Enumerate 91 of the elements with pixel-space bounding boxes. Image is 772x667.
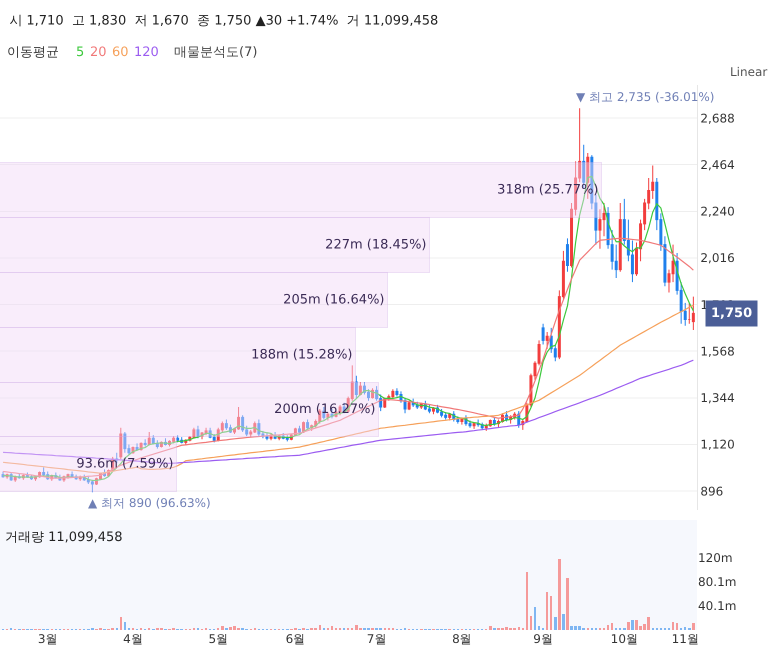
candlestick (542, 323, 545, 346)
bar (0, 217, 430, 273)
bar (355, 625, 358, 630)
x-tick-label: 9월 (533, 632, 553, 646)
bar (611, 623, 613, 630)
x-tick-label: 5월 (208, 632, 228, 646)
candlestick (391, 388, 394, 400)
bar (505, 627, 508, 630)
text: Linear (730, 65, 768, 79)
y-tick-label: 120m (698, 551, 733, 566)
text: 거래량 11,099,458 (5, 530, 123, 545)
bar (566, 578, 569, 630)
bar (558, 559, 561, 630)
bar (0, 436, 177, 492)
y-tick-label: 2,464 (700, 158, 735, 172)
bar (550, 596, 552, 630)
bar (538, 626, 540, 630)
data-label: 205m (16.64%) (283, 292, 384, 308)
x-tick-label: 7월 (366, 632, 386, 646)
bar (0, 272, 388, 328)
bar (635, 620, 638, 630)
bar (489, 626, 492, 630)
y-tick-label: 896 (700, 484, 724, 498)
candlestick (692, 296, 695, 330)
bar (124, 622, 126, 630)
bar (221, 626, 224, 630)
bar (518, 627, 520, 630)
y-tick-label: 1,568 (700, 344, 735, 358)
bar (331, 626, 333, 630)
bar (562, 614, 565, 630)
bar (229, 627, 232, 630)
bar (319, 625, 321, 630)
bar (570, 626, 573, 630)
bar (607, 625, 609, 630)
y-tick-label: 40.1m (698, 599, 736, 614)
bar (0, 327, 356, 383)
bar (530, 616, 532, 630)
bar (631, 620, 634, 630)
candlestick (684, 302, 687, 326)
bar (676, 623, 678, 630)
text: 20 (90, 45, 107, 60)
bar (578, 626, 581, 630)
y-tick-label: 1,344 (700, 391, 735, 406)
bar (684, 627, 686, 630)
bar (233, 626, 236, 630)
candlestick (440, 408, 444, 418)
x-tick-label: 11월 (672, 632, 699, 646)
bar (534, 607, 536, 630)
candlestick (408, 400, 411, 411)
candlestick (176, 434, 180, 443)
candlestick (492, 416, 496, 426)
candlestick (444, 412, 448, 420)
candlestick (412, 398, 415, 408)
y-tick-label: 1,120 (700, 438, 735, 452)
data-label: 93.6m (7.59%) (76, 456, 174, 472)
bar (627, 622, 630, 630)
y-tick-label: 2,688 (700, 111, 735, 126)
x-tick-label: 3월 (38, 632, 58, 646)
candlestick (618, 202, 622, 272)
bar (0, 382, 379, 437)
text: 120 (134, 45, 159, 60)
bar (574, 626, 577, 630)
y-tick-label: 2,016 (700, 251, 735, 266)
candlestick (484, 423, 488, 432)
text: 60 (112, 45, 129, 60)
candlestick (472, 422, 476, 430)
bar (546, 592, 548, 630)
x-tick-label: 6월 (286, 632, 306, 646)
bar (647, 617, 650, 630)
annotation: ▲ 최저 890 (96.63%) (88, 496, 211, 510)
text: 매물분석도(7) (174, 45, 258, 60)
bar (120, 617, 122, 630)
y-tick-label: 2,240 (700, 204, 735, 219)
text: 1,750 (711, 306, 752, 321)
bar (526, 572, 528, 630)
bar (692, 623, 695, 630)
chart-title: 시 1,710 고 1,830 저 1,670 종 1,750 ▲30 +1.74% 거 11,099,458 (9, 14, 438, 29)
data-label: 227m (18.45%) (325, 238, 426, 252)
x-tick-label: 8월 (452, 632, 472, 646)
candlestick (428, 404, 431, 414)
x-tick-label: 10월 (610, 632, 638, 646)
candlestick (566, 238, 569, 272)
bar (554, 617, 557, 630)
legend-title: 이동평균 (7, 45, 59, 60)
bar (672, 622, 674, 630)
candlestick (286, 434, 289, 442)
data-label: 188m (15.28%) (251, 348, 352, 362)
x-tick-label: 4월 (123, 632, 143, 646)
annotation: ▼ 최고 2,735 (-36.01%) (576, 90, 714, 104)
text: 5 (76, 45, 84, 60)
y-tick-label: 80.1m (698, 575, 736, 590)
